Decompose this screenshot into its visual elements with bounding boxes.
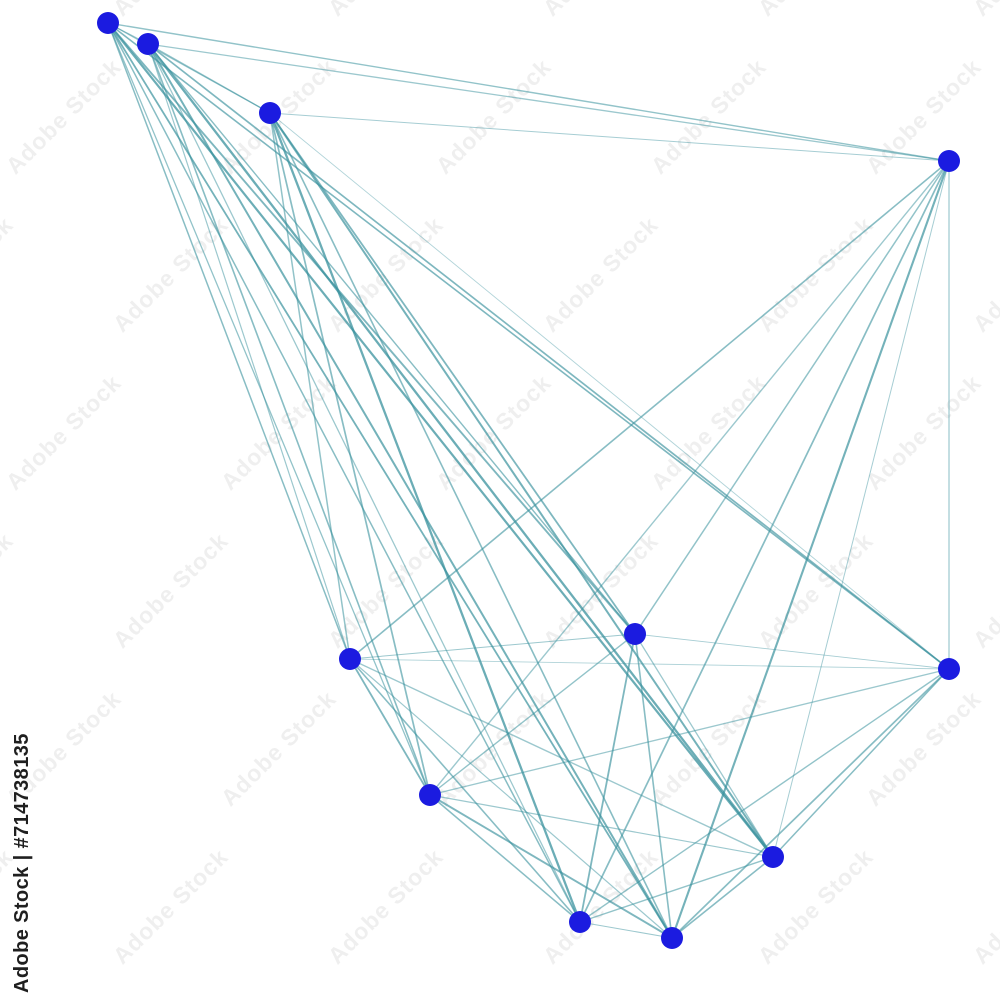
graph-edge	[147, 43, 950, 670]
graph-node	[624, 623, 646, 645]
graph-edge	[107, 22, 950, 670]
graph-edge	[429, 794, 581, 923]
graph-node	[339, 648, 361, 670]
graph-edge	[634, 633, 774, 858]
graph-edge	[107, 22, 673, 939]
graph-edge	[579, 921, 673, 939]
graph-edge	[107, 22, 950, 162]
graph-node	[137, 33, 159, 55]
graph-edge	[671, 856, 774, 939]
graph-node	[569, 911, 591, 933]
graph-edge	[349, 658, 673, 939]
graph-edge	[579, 668, 950, 923]
graph-node	[762, 846, 784, 868]
graph-edge	[429, 794, 774, 858]
graph-edge	[349, 658, 950, 670]
graph-edge	[349, 658, 581, 923]
graph-edge	[349, 160, 950, 660]
graph-edge	[349, 633, 636, 660]
graph-node	[419, 784, 441, 806]
graph-edge	[147, 43, 581, 923]
graph-node	[661, 927, 683, 949]
graph-edge	[147, 43, 673, 939]
graph-edge	[269, 112, 950, 670]
graph-edge	[429, 160, 950, 796]
graph-edge	[107, 22, 581, 923]
graph-edge	[349, 658, 774, 858]
graph-edge	[579, 160, 950, 923]
graph-edge	[579, 856, 774, 923]
graph-edge	[429, 633, 636, 796]
graph-edge	[634, 633, 673, 939]
graph-edge	[671, 160, 950, 939]
graph-edge	[579, 633, 636, 923]
graph-edge	[269, 112, 431, 796]
graph-edge	[671, 668, 950, 939]
graph-edge	[772, 668, 950, 858]
graph-edge	[147, 43, 351, 660]
graph-edge	[349, 658, 431, 796]
graph-edge	[147, 43, 950, 162]
graph-edge	[269, 112, 636, 635]
graph-edge	[269, 112, 351, 660]
graph-node	[97, 12, 119, 34]
graph-edge	[429, 668, 950, 796]
graph-node	[938, 150, 960, 172]
graph-edge	[107, 22, 431, 796]
watermark-id-label: Adobe Stock | #714738135	[11, 733, 33, 993]
graph-edge	[772, 160, 950, 858]
graph-edge	[147, 43, 271, 114]
graph-edge	[147, 43, 636, 635]
graph-edge	[269, 112, 774, 858]
graph-edge	[107, 22, 351, 660]
graph-edge	[634, 633, 950, 670]
graph-edge	[429, 794, 673, 939]
graph-edge	[269, 112, 950, 162]
graph-edge	[107, 22, 774, 858]
graph-edge	[147, 43, 774, 858]
graph-node	[259, 102, 281, 124]
graph-edge	[269, 112, 673, 939]
graph-edge	[268, 112, 582, 923]
graph-node	[938, 658, 960, 680]
graph-edge	[147, 43, 431, 796]
graph-edge	[634, 160, 950, 635]
